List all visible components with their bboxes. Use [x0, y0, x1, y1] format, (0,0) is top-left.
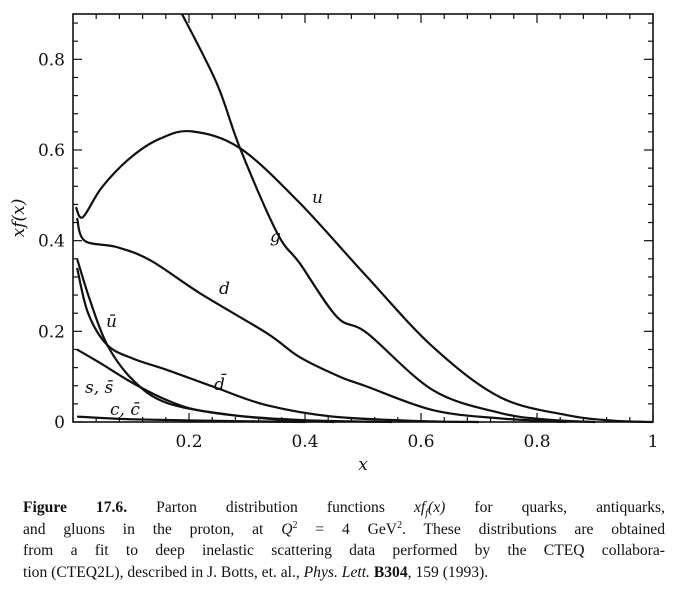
caption-math: (x): [428, 499, 446, 516]
curve-s-sbar: [76, 348, 335, 424]
caption-math: xf: [413, 499, 426, 516]
caption-text: Parton distribution functions: [156, 499, 414, 516]
y-tick-label: 0: [54, 413, 65, 433]
axis-ticks: [72, 14, 654, 423]
series-label-d-bar: d̄: [214, 372, 227, 395]
caption-volume: B304: [373, 563, 408, 581]
x-tick-labels: 0.2 0.4 0.6 0.8 1: [175, 432, 658, 452]
caption-text: for quarks, antiquarks,: [445, 499, 665, 516]
y-tick-label: 0.6: [38, 141, 65, 161]
caption-sup: 2: [397, 519, 403, 531]
caption-math-sub: f: [425, 508, 429, 520]
caption-line-1: Figure 17.6. Parton distribution functio…: [23, 497, 665, 519]
x-tick-label: 0.8: [523, 432, 550, 452]
series-labels: u g d ū d̄ s, s̄c, c̄: [85, 188, 323, 420]
y-axis-label: xf(x): [9, 199, 29, 238]
series-label-u-bar: ū: [106, 312, 117, 332]
caption-line-2: and gluons in the proton, at Q2 = 4 GeV2…: [23, 519, 665, 541]
curve-u-bar: [76, 258, 393, 424]
caption-text: = 4 GeV: [297, 520, 398, 538]
series-label-c-cbar: c, c̄: [110, 400, 140, 420]
y-tick-label: 0.4: [38, 232, 65, 252]
plot-frame: [72, 13, 654, 423]
caption-journal: Phys. Lett.: [303, 563, 370, 581]
caption-sup: 2: [292, 519, 298, 531]
series-label-u: u: [312, 188, 323, 208]
caption-line-4: tion (CTEQ2L), described in J. Botts, et…: [23, 562, 665, 584]
x-tick-label: 0.4: [291, 432, 318, 452]
series-label-g: g: [270, 227, 281, 247]
caption-math: Q: [281, 520, 293, 538]
curve-u: [74, 129, 654, 424]
curve-d: [76, 217, 567, 424]
series-label-d: d: [219, 279, 230, 299]
y-tick-labels: 0 0.2 0.4 0.6 0.8: [38, 50, 65, 433]
y-tick-label: 0.8: [38, 50, 65, 70]
caption-label: Figure 17.6.: [23, 499, 128, 516]
y-tick-label: 0.2: [38, 322, 65, 342]
caption-line-3: from a fit to deep inelastic scattering …: [23, 542, 665, 559]
parton-distribution-chart: 0.2 0.4 0.6 0.8 1 0 0.2 0.4 0.6 0.8 u g d ū d̄ s, s̄c…: [9, 13, 658, 475]
caption-text: and gluons in the proton, at: [23, 520, 282, 538]
curve-g: [181, 13, 596, 424]
caption-text: . These distributions are obtained: [402, 520, 665, 538]
x-axis-label: x: [358, 455, 368, 475]
x-tick-label: 0.6: [407, 432, 434, 452]
curve-d-bar: [76, 267, 480, 424]
caption-text: tion (CTEQ2L), described in J. Botts, et…: [23, 563, 304, 581]
series-label-s-sbar: s, s̄: [85, 378, 114, 398]
x-tick-label: 0.2: [175, 432, 202, 452]
figure-caption: Figure 17.6. Parton distribution functio…: [23, 497, 665, 583]
caption-text: , 159 (1993).: [407, 563, 489, 581]
curves: [74, 13, 654, 424]
x-tick-label: 1: [648, 432, 659, 452]
